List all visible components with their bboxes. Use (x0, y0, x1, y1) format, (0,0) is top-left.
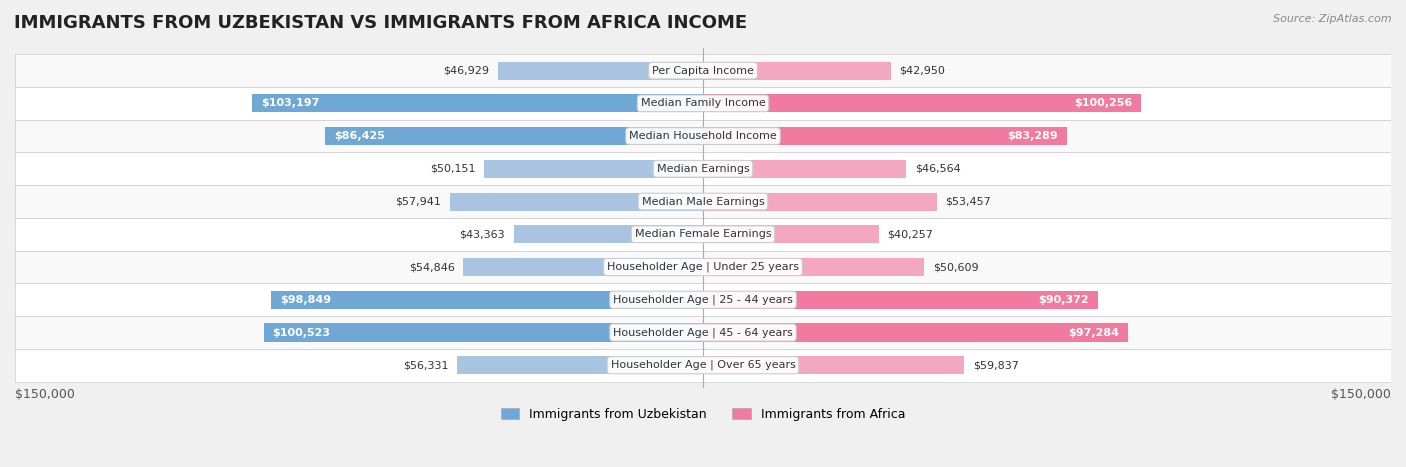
Bar (703, 127, 1067, 145)
Bar (703, 356, 965, 374)
Legend: Immigrants from Uzbekistan, Immigrants from Africa: Immigrants from Uzbekistan, Immigrants f… (496, 403, 910, 426)
Text: Householder Age | Over 65 years: Householder Age | Over 65 years (610, 360, 796, 370)
Text: $56,331: $56,331 (402, 360, 449, 370)
Bar (15, 54, 1391, 87)
Text: $46,564: $46,564 (915, 164, 960, 174)
Text: $53,457: $53,457 (945, 197, 991, 206)
Text: $150,000: $150,000 (15, 388, 75, 401)
Text: $100,256: $100,256 (1074, 99, 1132, 108)
Text: Median Female Earnings: Median Female Earnings (634, 229, 772, 239)
Bar (15, 87, 1391, 120)
Bar (513, 225, 703, 243)
Bar (15, 120, 1391, 152)
Text: Source: ZipAtlas.com: Source: ZipAtlas.com (1274, 14, 1392, 24)
Bar (450, 192, 703, 211)
Text: $83,289: $83,289 (1007, 131, 1059, 141)
Text: Householder Age | 45 - 64 years: Householder Age | 45 - 64 years (613, 327, 793, 338)
Text: $57,941: $57,941 (395, 197, 441, 206)
Bar (703, 258, 924, 276)
Text: $42,950: $42,950 (900, 65, 945, 76)
Bar (15, 251, 1391, 283)
Bar (703, 291, 1098, 309)
Bar (15, 185, 1391, 218)
Text: $59,837: $59,837 (973, 360, 1019, 370)
Bar (703, 192, 936, 211)
Bar (703, 324, 1128, 341)
Bar (271, 291, 703, 309)
Bar (457, 356, 703, 374)
Bar (484, 160, 703, 178)
Bar (703, 160, 907, 178)
Bar (703, 94, 1140, 113)
Text: $50,151: $50,151 (430, 164, 475, 174)
Text: IMMIGRANTS FROM UZBEKISTAN VS IMMIGRANTS FROM AFRICA INCOME: IMMIGRANTS FROM UZBEKISTAN VS IMMIGRANTS… (14, 14, 747, 32)
Text: $103,197: $103,197 (262, 99, 319, 108)
Text: Median Family Income: Median Family Income (641, 99, 765, 108)
Text: $50,609: $50,609 (932, 262, 979, 272)
Text: $40,257: $40,257 (887, 229, 934, 239)
Bar (15, 152, 1391, 185)
Text: Median Earnings: Median Earnings (657, 164, 749, 174)
Bar (15, 349, 1391, 382)
Bar (15, 316, 1391, 349)
Text: Householder Age | 25 - 44 years: Householder Age | 25 - 44 years (613, 295, 793, 305)
Text: $90,372: $90,372 (1039, 295, 1090, 305)
Bar (264, 324, 703, 341)
Bar (15, 283, 1391, 316)
Text: $43,363: $43,363 (460, 229, 505, 239)
Text: $150,000: $150,000 (1331, 388, 1391, 401)
Bar (703, 62, 890, 79)
Bar (252, 94, 703, 113)
Bar (325, 127, 703, 145)
Text: Per Capita Income: Per Capita Income (652, 65, 754, 76)
Text: $100,523: $100,523 (273, 327, 330, 338)
Bar (15, 218, 1391, 251)
Text: $86,425: $86,425 (335, 131, 385, 141)
Text: Median Male Earnings: Median Male Earnings (641, 197, 765, 206)
Text: Median Household Income: Median Household Income (628, 131, 778, 141)
Text: $97,284: $97,284 (1069, 327, 1119, 338)
Text: $54,846: $54,846 (409, 262, 454, 272)
Bar (498, 62, 703, 79)
Bar (703, 225, 879, 243)
Text: Householder Age | Under 25 years: Householder Age | Under 25 years (607, 262, 799, 272)
Text: $98,849: $98,849 (280, 295, 330, 305)
Bar (464, 258, 703, 276)
Text: $46,929: $46,929 (443, 65, 489, 76)
